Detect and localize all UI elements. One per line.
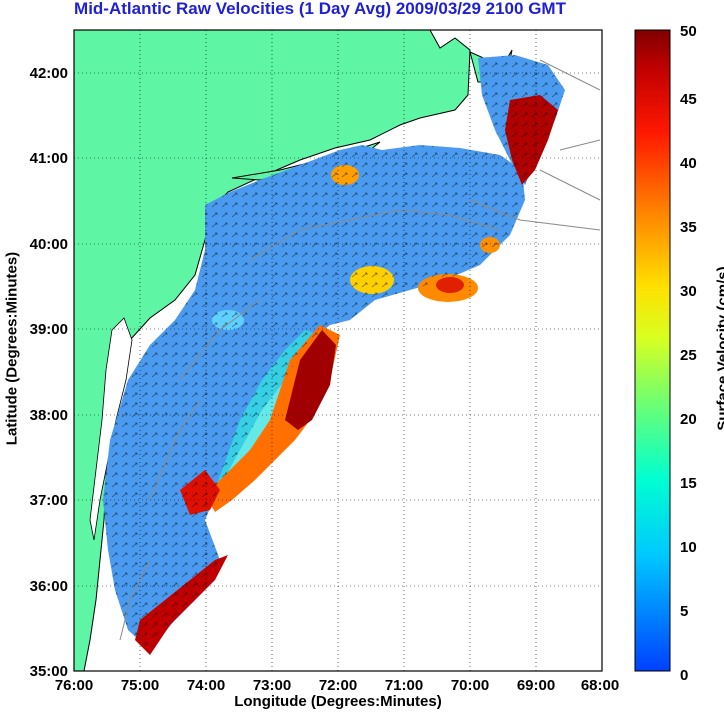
x-tick: 71:00 bbox=[385, 677, 423, 694]
y-axis-ticks: 35:00 36:00 37:00 38:00 39:00 40:00 41:0… bbox=[30, 65, 68, 680]
colorbar-tick: 50 bbox=[680, 23, 697, 40]
colorbar bbox=[634, 29, 671, 672]
colorbar-tick: 30 bbox=[680, 283, 697, 300]
colorbar-tick: 20 bbox=[680, 411, 697, 428]
colorbar-tick: 15 bbox=[680, 475, 697, 492]
x-axis-label: Longitude (Degrees:Minutes) bbox=[234, 693, 442, 710]
colorbar-tick: 40 bbox=[680, 155, 697, 172]
y-axis-label: Latitude (Degrees:Minutes) bbox=[3, 251, 21, 446]
eddy-c bbox=[436, 277, 464, 293]
y-tick: 35:00 bbox=[30, 663, 68, 680]
map-frame bbox=[73, 29, 603, 672]
bathymetry-contour bbox=[119, 59, 601, 641]
colorbar-tick: 0 bbox=[680, 667, 688, 684]
x-tick: 70:00 bbox=[451, 677, 489, 694]
colorbar-ticks: 0 5 10 15 20 25 30 35 40 45 50 bbox=[680, 23, 697, 684]
x-tick: 68:00 bbox=[581, 677, 619, 694]
map-title: Mid-Atlantic Raw Velocities (1 Day Avg) … bbox=[74, 0, 566, 18]
x-tick: 69:00 bbox=[517, 677, 555, 694]
y-tick: 38:00 bbox=[30, 407, 68, 424]
jet-core bbox=[285, 330, 336, 430]
x-tick: 73:00 bbox=[253, 677, 291, 694]
x-tick: 75:00 bbox=[121, 677, 159, 694]
velocity-vectors-ne bbox=[478, 55, 565, 185]
y-tick: 39:00 bbox=[30, 321, 68, 338]
colorbar-tick: 25 bbox=[680, 347, 697, 364]
colorbar-tick: 35 bbox=[680, 219, 697, 236]
y-tick: 37:00 bbox=[30, 492, 68, 509]
y-tick: 41:00 bbox=[30, 150, 68, 167]
chesapeake-bay bbox=[89, 317, 133, 541]
velocity-vectors bbox=[103, 145, 525, 650]
colorbar-tick: 5 bbox=[680, 603, 688, 620]
colorbar-tick: 10 bbox=[680, 539, 697, 556]
map-grid bbox=[74, 30, 602, 671]
y-tick: 40:00 bbox=[30, 236, 68, 253]
x-tick: 74:00 bbox=[187, 677, 225, 694]
y-tick: 36:00 bbox=[30, 578, 68, 595]
colorbar-label: Surface Velocity (cm/s) bbox=[714, 266, 724, 431]
x-axis-ticks: 76:00 75:00 74:00 73:00 72:00 71:00 70:0… bbox=[55, 677, 619, 694]
y-tick: 42:00 bbox=[30, 65, 68, 82]
x-tick: 72:00 bbox=[319, 677, 357, 694]
colorbar-tick: 45 bbox=[680, 91, 697, 108]
x-tick: 76:00 bbox=[55, 677, 93, 694]
